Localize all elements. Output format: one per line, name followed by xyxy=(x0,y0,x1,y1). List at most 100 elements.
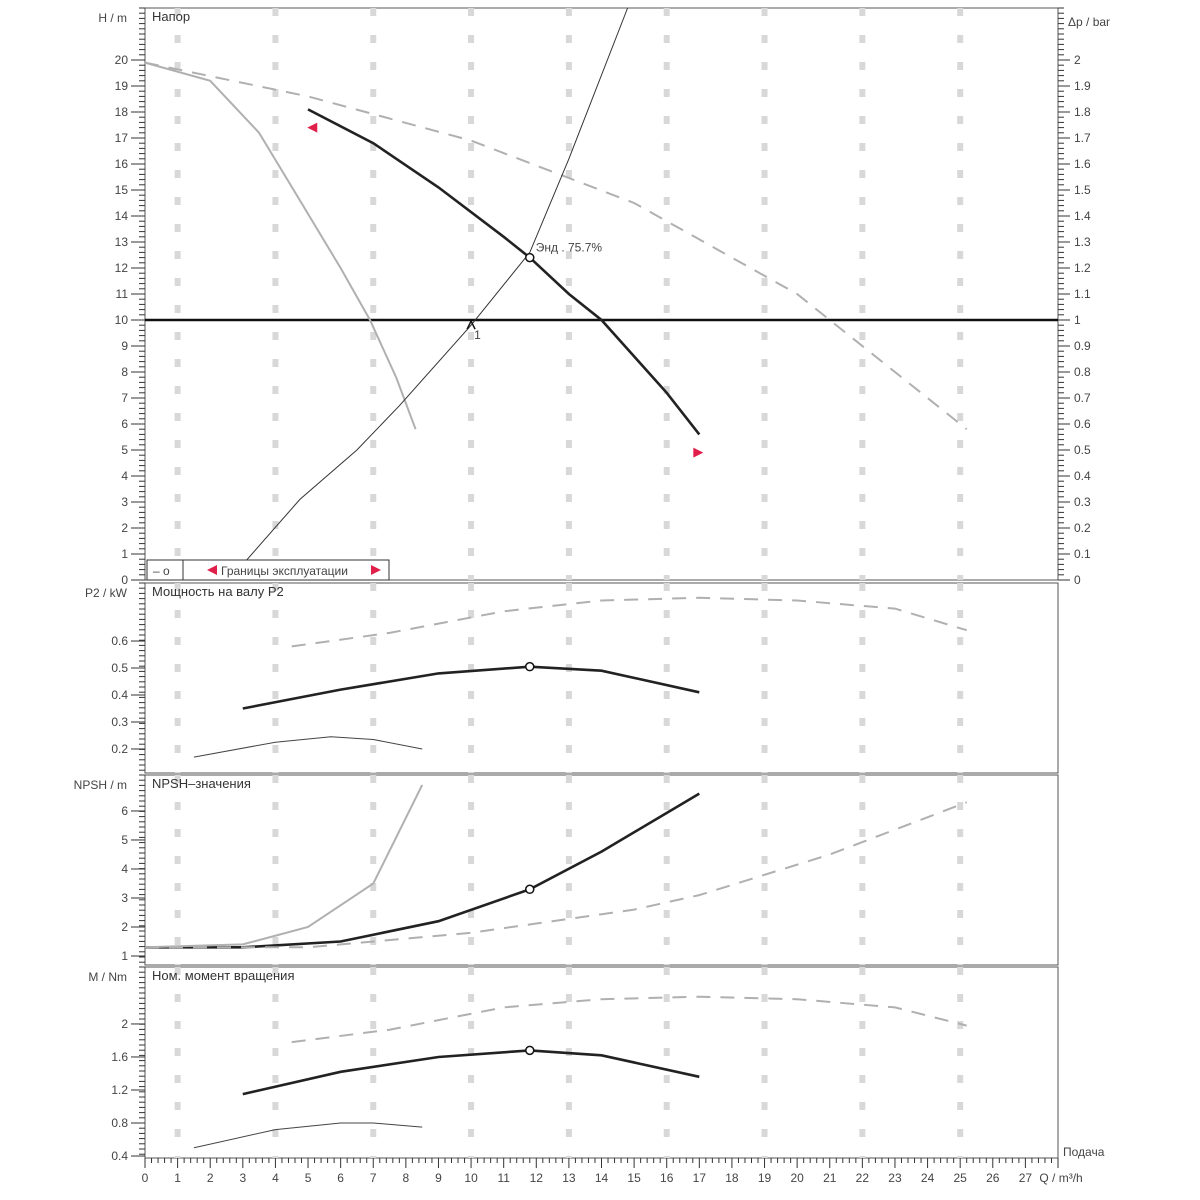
series-line-main xyxy=(307,108,701,436)
y-tick-label: 19 xyxy=(115,79,129,93)
duty-point-marker xyxy=(525,252,535,263)
x-axis-label: Q / m³/h xyxy=(1039,1171,1082,1185)
x-tick-label: 2 xyxy=(207,1171,214,1185)
x-axis-secondary-label: Подача xyxy=(1063,1145,1105,1159)
x-tick-label: 7 xyxy=(370,1171,377,1185)
y-tick-label: 14 xyxy=(115,209,129,223)
series-line-main xyxy=(145,792,700,949)
series-line-dashed xyxy=(144,61,968,430)
legend-item: – o xyxy=(153,564,170,578)
limit-marker-left xyxy=(307,122,318,133)
right-tick-label: 1.1 xyxy=(1074,287,1091,301)
series-line-thin xyxy=(193,736,423,758)
x-tick-label: 25 xyxy=(953,1171,967,1185)
y-tick-label: 4 xyxy=(121,469,128,483)
x-tick-label: 20 xyxy=(790,1171,804,1185)
y-tick-label: 11 xyxy=(116,287,129,301)
legend-item: Границы эксплуатации xyxy=(221,564,348,578)
right-tick-label: 0.9 xyxy=(1074,339,1091,353)
series-line-thin xyxy=(193,1122,423,1149)
y-tick-label: 0.3 xyxy=(111,715,128,729)
y-tick-label: 2 xyxy=(121,521,128,535)
x-tick-label: 23 xyxy=(888,1171,902,1185)
y-tick-label: 20 xyxy=(115,53,129,67)
series-line-thin-gray xyxy=(144,61,417,430)
x-tick-label: 14 xyxy=(595,1171,609,1185)
y-axis-label-torque: M / Nm xyxy=(88,970,127,984)
x-tick-label: 5 xyxy=(305,1171,312,1185)
x-tick-label: 27 xyxy=(1019,1171,1033,1185)
x-tick-label: 3 xyxy=(239,1171,246,1185)
y-tick-label: 1.6 xyxy=(111,1050,128,1064)
right-tick-label: 0.6 xyxy=(1074,417,1091,431)
right-tick-label: 0.5 xyxy=(1074,443,1091,457)
y-tick-label: 0.8 xyxy=(111,1116,128,1130)
legend-limit-marker-left xyxy=(207,565,217,575)
x-tick-label: 11 xyxy=(497,1171,510,1185)
right-tick-label: 0.3 xyxy=(1074,495,1091,509)
y-tick-label: 4 xyxy=(121,862,128,876)
x-tick-label: 22 xyxy=(856,1171,870,1185)
series-line-dashed xyxy=(291,596,967,648)
y-tick-label: 2 xyxy=(121,920,128,934)
limit-marker-right xyxy=(693,447,704,458)
right-tick-label: 1.6 xyxy=(1074,157,1091,171)
x-tick-label: 15 xyxy=(627,1171,641,1185)
x-tick-label: 18 xyxy=(725,1171,739,1185)
panel-frame-power xyxy=(144,582,1059,774)
y-tick-label: 9 xyxy=(121,339,128,353)
y-tick-label: 0.6 xyxy=(111,634,128,648)
series-line-main xyxy=(242,665,700,710)
legend-box xyxy=(146,559,390,581)
y-tick-label: 3 xyxy=(121,891,128,905)
x-tick-label: 16 xyxy=(660,1171,674,1185)
x-tick-label: 12 xyxy=(530,1171,544,1185)
x-tick-label: 0 xyxy=(142,1171,149,1185)
y-tick-label: 3 xyxy=(121,495,128,509)
right-tick-label: 1.5 xyxy=(1074,183,1091,197)
right-tick-label: 1.9 xyxy=(1074,79,1091,93)
y-tick-label: 5 xyxy=(121,443,128,457)
y-tick-label: 0.2 xyxy=(111,742,128,756)
legend xyxy=(146,559,390,581)
y-tick-label: 6 xyxy=(121,804,128,818)
x-tick-label: 1 xyxy=(174,1171,181,1185)
intersection-label: 1 xyxy=(474,328,481,342)
series-line-dashed xyxy=(291,995,967,1044)
right-tick-label: 0.7 xyxy=(1074,391,1091,405)
series-line-thin-gray xyxy=(144,784,424,949)
x-tick-label: 6 xyxy=(337,1171,344,1185)
right-tick-label: 0 xyxy=(1074,573,1081,587)
y-tick-label: 0.4 xyxy=(111,688,128,702)
y-tick-label: 8 xyxy=(121,365,128,379)
y-tick-label: 12 xyxy=(115,261,129,275)
y-axis-label-head: H / m xyxy=(98,11,127,25)
x-tick-label: 19 xyxy=(758,1171,772,1185)
y-tick-label: 1.2 xyxy=(111,1083,128,1097)
y-tick-label: 1 xyxy=(121,949,128,963)
series-line-system xyxy=(242,7,629,565)
y-tick-label: 0.4 xyxy=(111,1149,128,1163)
y-tick-label: 13 xyxy=(115,235,129,249)
y-tick-label: 7 xyxy=(121,391,128,405)
duty-point-label: Энд . 75.7% xyxy=(536,241,603,255)
duty-point-marker xyxy=(525,1045,535,1056)
x-tick-label: 9 xyxy=(435,1171,442,1185)
x-tick-label: 8 xyxy=(403,1171,410,1185)
panel-frame-npsh xyxy=(144,774,1059,966)
y-tick-label: 16 xyxy=(115,157,129,171)
right-tick-label: 0.8 xyxy=(1074,365,1091,379)
y-tick-label: 6 xyxy=(121,417,128,431)
panel-title-power: Мощность на валу P2 xyxy=(152,584,284,599)
x-tick-label: 24 xyxy=(921,1171,935,1185)
x-tick-label: 13 xyxy=(562,1171,576,1185)
panel-title-head: Напор xyxy=(152,9,190,24)
y-tick-label: 10 xyxy=(115,313,129,327)
x-tick-label: 26 xyxy=(986,1171,1000,1185)
y-axis-label-npsh: NPSH / m xyxy=(74,778,127,792)
series-line-dashed xyxy=(145,801,968,949)
right-tick-label: 1.2 xyxy=(1074,261,1091,275)
panel-title-npsh: NPSH–значения xyxy=(152,776,251,791)
x-tick-label: 17 xyxy=(693,1171,707,1185)
